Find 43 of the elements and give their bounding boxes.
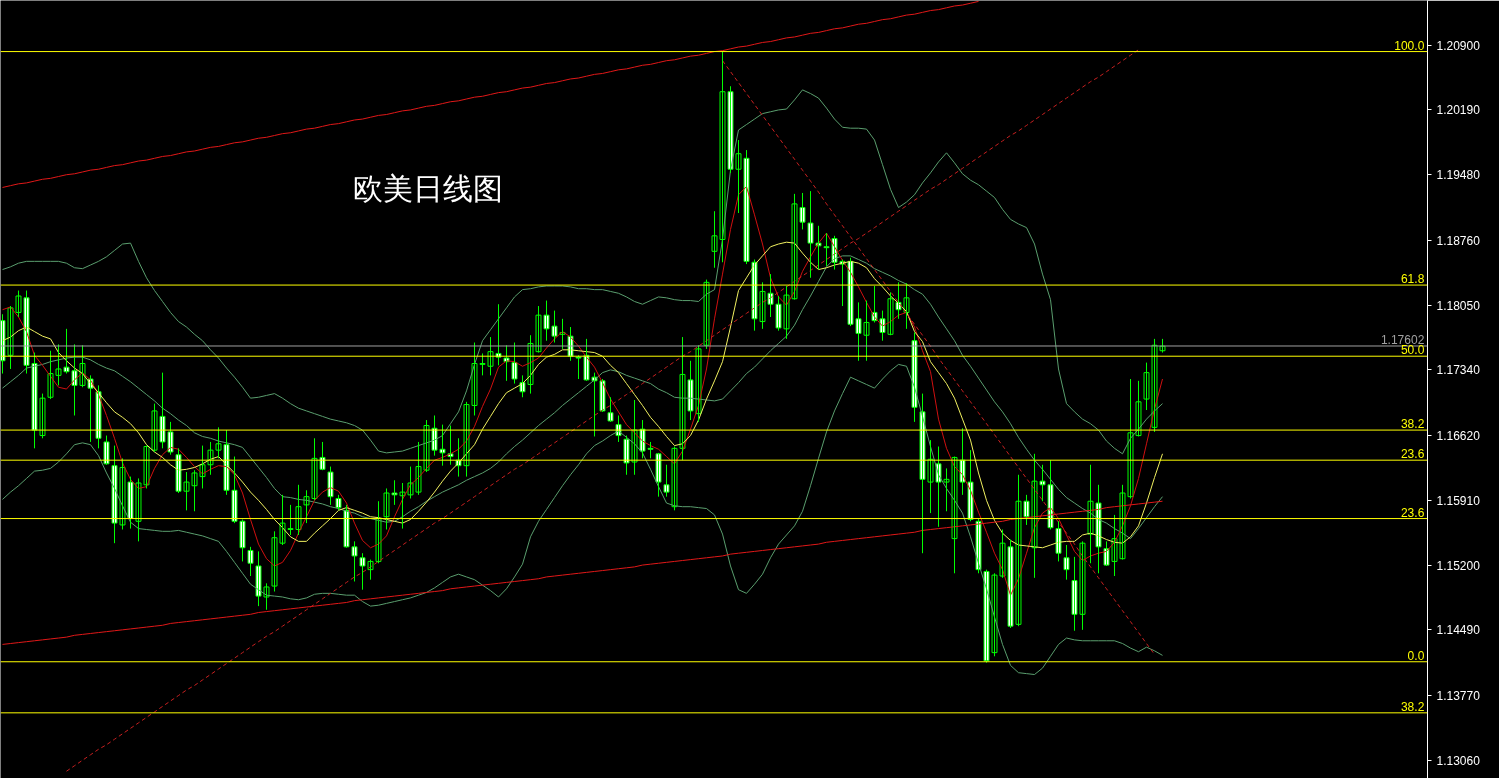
- candlestick: [351, 540, 358, 582]
- candlestick: [335, 494, 342, 511]
- y-tick-label: 1.14490: [1436, 623, 1481, 638]
- candlestick: [975, 518, 982, 574]
- annotation: 38.2: [1400, 417, 1425, 432]
- y-tick-label: 1.15910: [1436, 493, 1481, 508]
- annotation: 23.6: [1400, 505, 1425, 520]
- y-tick-label: 1.18760: [1436, 233, 1481, 248]
- annotation: 0.0: [1407, 648, 1425, 663]
- candlestick: [247, 546, 254, 577]
- y-tick-label: 1.18050: [1436, 298, 1481, 313]
- y-tick-label: 1.13060: [1436, 753, 1481, 768]
- candlestick: [1063, 544, 1070, 581]
- candlestick: [599, 378, 606, 413]
- candlestick: [343, 504, 350, 549]
- candlestick: [655, 452, 662, 498]
- annotation: 38.2: [1400, 699, 1425, 714]
- candlestick: [1055, 520, 1062, 562]
- candlestick: [1135, 380, 1142, 437]
- line-series: [2, 89, 1163, 455]
- candlestick: [703, 279, 710, 350]
- line-series: [2, 500, 1163, 645]
- candlestick: [239, 518, 246, 562]
- annotation: 100.0: [1394, 38, 1425, 53]
- line-series: [2, 363, 1163, 676]
- candlestick: [911, 332, 918, 423]
- y-tick-label: 1.20190: [1436, 103, 1481, 118]
- annotation: 61.8: [1400, 272, 1425, 287]
- text: 欧美日线图: [352, 170, 503, 206]
- candlestick: [967, 449, 974, 522]
- candlestick: [607, 396, 614, 423]
- candlestick: [807, 190, 814, 279]
- candlestick: [231, 456, 238, 524]
- candlestick: [103, 435, 110, 466]
- y-tick-label: 1.19480: [1436, 168, 1481, 183]
- y-tick-label: 1.13770: [1436, 689, 1481, 703]
- y-tick-label: 1.16620: [1436, 429, 1481, 444]
- annotation: 23.6: [1400, 447, 1425, 462]
- y-tick-label: 1.15200: [1436, 558, 1481, 573]
- y-tick-label: 1.17340: [1436, 363, 1481, 378]
- candlestick: [511, 342, 518, 385]
- y-tick-label: 1.20900: [1436, 38, 1481, 53]
- candlestick: [327, 466, 334, 506]
